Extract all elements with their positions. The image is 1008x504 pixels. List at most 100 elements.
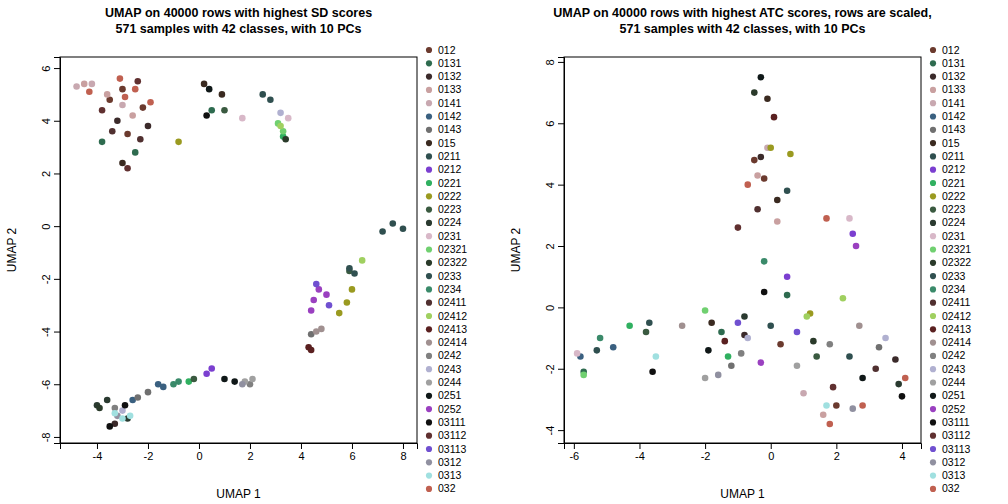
point [774, 218, 781, 225]
x-tick-label: 2 [247, 450, 253, 462]
legend-marker [426, 233, 432, 239]
y-tick-label: 6 [40, 66, 52, 72]
point [106, 423, 113, 430]
x-tick-mark [771, 443, 772, 449]
point [249, 376, 256, 383]
x-tick-label: 0 [768, 450, 774, 462]
point [145, 123, 152, 130]
point [112, 410, 119, 417]
point [784, 273, 791, 280]
legend-marker [426, 47, 432, 53]
point [203, 112, 210, 119]
x-tick-label: 4 [899, 450, 905, 462]
point [646, 319, 653, 326]
legend-label: 02321 [438, 243, 467, 255]
point [114, 117, 121, 124]
x-tick-label: 0 [196, 450, 202, 462]
point [899, 393, 906, 400]
point [872, 365, 879, 372]
legend-label: 03113 [942, 443, 971, 455]
y-tick: 6 [40, 66, 60, 72]
x-tick-mark [250, 443, 251, 449]
legend-marker [930, 60, 936, 66]
point [744, 181, 751, 188]
legend-label: 0242 [942, 349, 966, 361]
point [336, 310, 343, 317]
y-axis: -4-202468 [544, 58, 565, 444]
legend-label: 0221 [438, 177, 462, 189]
x-axis-title: UMAP 1 [720, 487, 765, 501]
point [859, 402, 866, 409]
point [134, 394, 141, 401]
point [99, 107, 106, 114]
point [134, 78, 141, 85]
point [679, 322, 686, 329]
point [761, 289, 768, 296]
x-tick-mark [574, 443, 575, 449]
legend-label: 0222 [942, 190, 966, 202]
y-tick-mark [54, 226, 60, 227]
legend-marker [426, 406, 432, 412]
x-tick-label: -4 [635, 450, 645, 462]
legend-marker [426, 353, 432, 359]
legend-label: 0223 [942, 203, 966, 215]
legend-label: 0223 [438, 203, 462, 215]
point [853, 243, 860, 250]
point [849, 405, 856, 412]
point [109, 128, 116, 135]
point [99, 139, 106, 146]
point [124, 165, 131, 172]
x-tick: -4 [635, 443, 645, 462]
y-tick-mark [54, 437, 60, 438]
legend-marker [930, 393, 936, 399]
legend-marker [930, 379, 936, 385]
legend-label: 0224 [942, 216, 966, 228]
point [89, 81, 96, 88]
point [823, 402, 830, 409]
legend-label: 02322 [942, 256, 971, 268]
point [830, 384, 837, 391]
legend-marker [930, 220, 936, 226]
legend-marker [426, 74, 432, 80]
legend-marker [930, 433, 936, 439]
y-tick-label: 2 [40, 171, 52, 177]
legend-marker [426, 486, 432, 492]
point [308, 347, 315, 354]
point [81, 81, 88, 88]
legend-marker [426, 273, 432, 279]
point [351, 270, 358, 277]
y-tick-mark [558, 246, 564, 247]
point [767, 322, 774, 329]
point [239, 381, 246, 388]
point [876, 344, 883, 351]
legend-label: 0244 [942, 376, 966, 388]
point [626, 322, 633, 329]
x-tick-label: 4 [298, 450, 304, 462]
legend-marker [426, 313, 432, 319]
legend-marker [930, 366, 936, 372]
x-tick-mark [639, 443, 640, 449]
y-axis-line [558, 58, 565, 444]
legend-label: 02413 [438, 323, 467, 335]
x-axis-title: UMAP 1 [216, 487, 261, 501]
legend: 0120131013201330141014201430150211021202… [930, 44, 971, 495]
point [826, 421, 833, 428]
legend-label: 0141 [942, 97, 966, 109]
legend-marker [930, 47, 936, 53]
legend-marker [930, 260, 936, 266]
point [758, 74, 765, 81]
figure: UMAP on 40000 rows with highest SD score… [0, 0, 1008, 504]
title: UMAP on 40000 rows with highest ATC scor… [553, 6, 931, 20]
y-tick-mark [54, 68, 60, 69]
legend-label: 03111 [942, 416, 970, 428]
legend-label: 0251 [438, 389, 462, 401]
point [310, 297, 317, 304]
legend-label: 0141 [438, 97, 462, 109]
panel: UMAP on 40000 rows with highest SD score… [5, 6, 467, 501]
legend-label: 02414 [438, 336, 467, 348]
legend-marker [930, 273, 936, 279]
legend-marker [930, 113, 936, 119]
legend-marker [426, 379, 432, 385]
point [813, 353, 820, 360]
point [735, 224, 742, 231]
